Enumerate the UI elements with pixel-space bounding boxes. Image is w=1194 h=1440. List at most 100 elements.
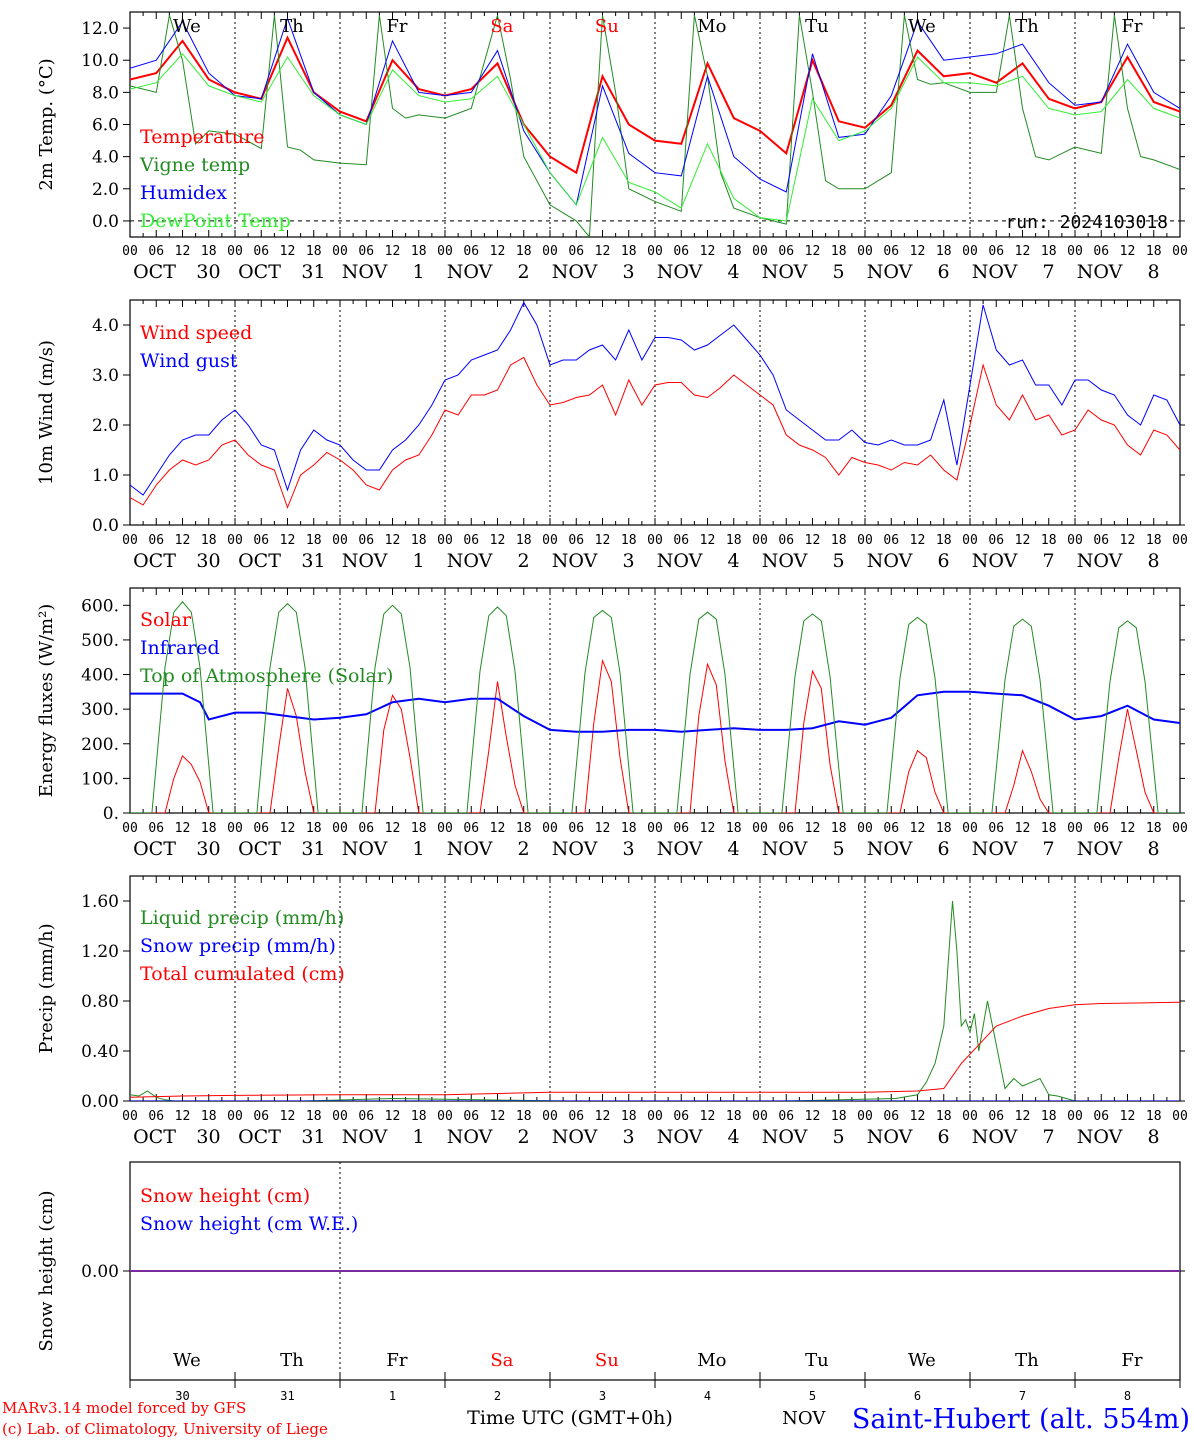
hour-label: 12	[1120, 821, 1136, 836]
hour-label: 00	[647, 533, 663, 548]
snow-day-number: 4	[704, 1389, 711, 1403]
y-axis-label: 2m Temp. (°C)	[36, 58, 57, 190]
panel-snow: 0.00 Snow height (cm) Snow height (cm) Snow…	[36, 1161, 1185, 1388]
hour-label: 06	[673, 821, 689, 836]
date-month: NOV	[657, 838, 703, 860]
hour-label: 06	[673, 533, 689, 548]
hour-label: 00	[752, 244, 768, 259]
hour-label: 18	[1041, 244, 1057, 259]
hour-label: 00	[1067, 1109, 1083, 1124]
hour-label: 12	[280, 821, 296, 836]
hour-label: 18	[306, 1109, 322, 1124]
series-wind-gust	[130, 301, 1180, 496]
weekday-label: We	[173, 16, 201, 37]
date-day: 4	[727, 1126, 739, 1148]
date-day: 6	[937, 1126, 949, 1148]
hour-label: 18	[411, 244, 427, 259]
hour-label: 00	[857, 1109, 873, 1124]
hour-label: 12	[1015, 244, 1031, 259]
y-tick-label: 200.	[81, 735, 119, 755]
hour-label: 00	[1067, 244, 1083, 259]
hour-label: 00	[437, 1109, 453, 1124]
y-tick-label: 8.0	[92, 83, 119, 103]
hour-label: 00	[332, 244, 348, 259]
hour-label: 06	[358, 1109, 374, 1124]
series-total-cumulated-cm-	[130, 1001, 1180, 1098]
date-day: 7	[1042, 1126, 1054, 1148]
date-day: 5	[832, 1126, 844, 1148]
date-day: 3	[622, 1126, 634, 1148]
y-tick-label: 400.	[81, 666, 119, 686]
date-month: NOV	[447, 838, 493, 860]
date-day: 2	[517, 261, 529, 283]
hour-label: 06	[463, 1109, 479, 1124]
hour-label: 06	[673, 1109, 689, 1124]
hour-label: 06	[778, 244, 794, 259]
hour-label: 06	[148, 1109, 164, 1124]
hour-label: 06	[568, 821, 584, 836]
date-day: 8	[1147, 838, 1159, 860]
legend-item: Top of Atmosphere (Solar)	[140, 665, 393, 687]
date-month: NOV	[342, 550, 388, 572]
weekday-label: Th	[1015, 16, 1039, 37]
hour-label: 18	[411, 821, 427, 836]
snow-weekday-label: Mo	[697, 1350, 726, 1371]
legend-item: Vigne temp	[139, 154, 250, 176]
y-axis-label: Snow height (cm)	[36, 1190, 57, 1351]
date-day: 2	[517, 838, 529, 860]
y-tick-label: 0.80	[81, 992, 119, 1012]
hour-label: 06	[253, 244, 269, 259]
series-vigne-temp	[130, 15, 1180, 237]
legend-item: Total cumulated (cm)	[140, 963, 345, 985]
hour-label: 00	[542, 244, 558, 259]
hour-label: 00	[122, 821, 138, 836]
date-day: 4	[727, 550, 739, 572]
hour-label: 00	[227, 1109, 243, 1124]
y-tick-label: 2.0	[92, 180, 119, 200]
hour-label: 12	[280, 1109, 296, 1124]
hour-label: 18	[621, 533, 637, 548]
snow-month-label: NOV	[782, 1408, 826, 1429]
hour-label: 18	[306, 244, 322, 259]
hour-label: 12	[385, 1109, 401, 1124]
date-day: 31	[301, 838, 325, 860]
hour-label: 06	[778, 821, 794, 836]
hour-label: 18	[516, 533, 532, 548]
hour-label: 00	[332, 821, 348, 836]
date-month: NOV	[657, 1126, 703, 1148]
legend-item: Solar	[140, 609, 192, 631]
hour-label: 12	[1120, 533, 1136, 548]
date-day: 1	[412, 261, 424, 283]
hour-label: 12	[1015, 821, 1031, 836]
hour-label: 18	[306, 821, 322, 836]
hour-label: 00	[332, 1109, 348, 1124]
series-temperature	[130, 35, 1180, 175]
hour-label: 12	[700, 244, 716, 259]
hour-label: 00	[752, 533, 768, 548]
date-day: 4	[727, 261, 739, 283]
legend-item: Liquid precip (mm/h)	[140, 907, 344, 929]
hour-label: 06	[883, 821, 899, 836]
date-day: 6	[937, 838, 949, 860]
hour-label: 12	[910, 1109, 926, 1124]
hour-label: 06	[463, 244, 479, 259]
snow-weekday-label: Th	[280, 1350, 304, 1371]
hour-label: 18	[1146, 533, 1162, 548]
hour-label: 06	[148, 244, 164, 259]
hour-label: 18	[306, 533, 322, 548]
y-axis-label: 10m Wind (m/s)	[36, 340, 57, 485]
hour-label: 12	[700, 533, 716, 548]
hour-label: 00	[122, 244, 138, 259]
snow-day-number: 8	[1124, 1389, 1131, 1403]
date-month: NOV	[552, 838, 598, 860]
weekday-label: Sa	[490, 16, 513, 37]
date-month: NOV	[762, 1126, 808, 1148]
series-liquid-precip-mm-h-	[130, 900, 1180, 1101]
date-day: 1	[412, 838, 424, 860]
y-tick-label: 3.0	[92, 366, 119, 386]
hour-label: 00	[227, 533, 243, 548]
legend-item: Snow height (cm W.E.)	[140, 1213, 358, 1235]
hour-label: 18	[1146, 244, 1162, 259]
snow-day-number: 7	[1019, 1389, 1026, 1403]
hour-label: 12	[910, 533, 926, 548]
